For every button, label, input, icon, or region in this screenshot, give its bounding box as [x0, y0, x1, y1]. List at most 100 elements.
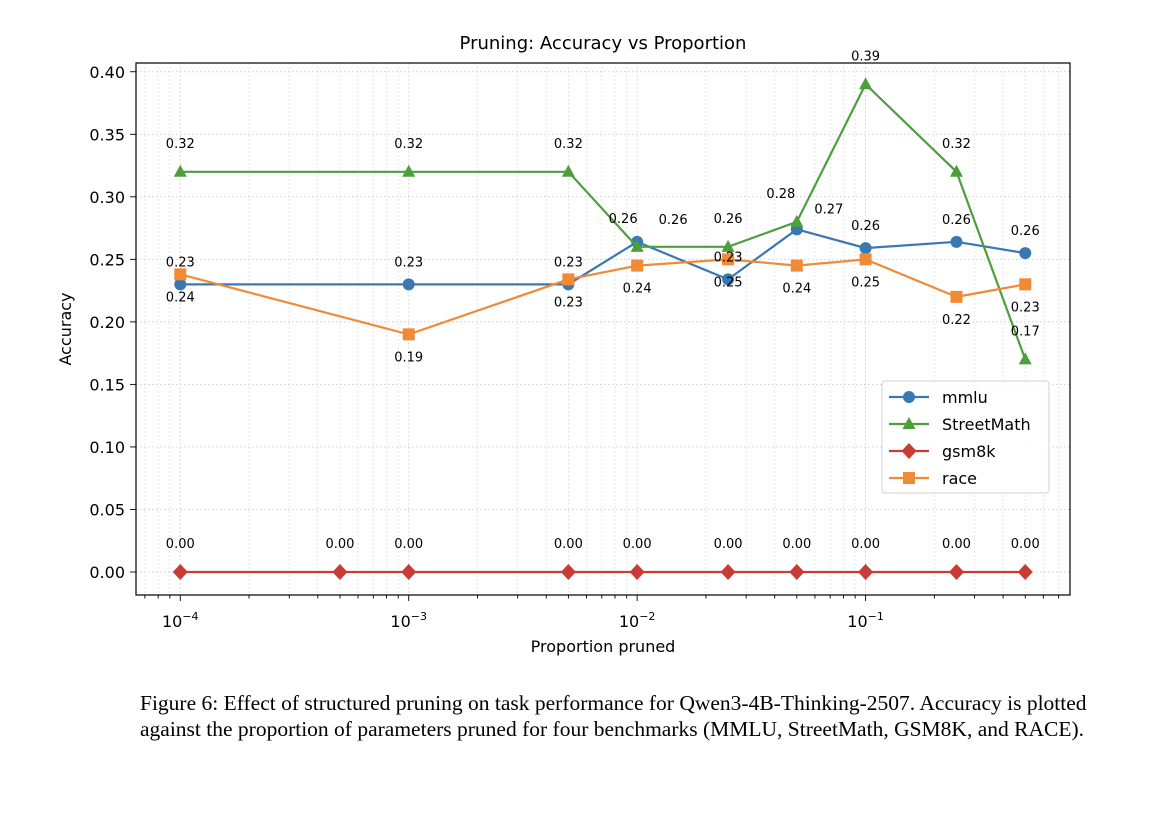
plot-frame: [135, 62, 1071, 596]
point-gsm8k: [401, 563, 417, 580]
legend-marker-streetmath: [902, 417, 916, 429]
point-streetmath: [173, 164, 187, 177]
legend: mmlu StreetMath gsm8k race: [881, 380, 1050, 494]
data-label-mmlu: 0.26: [942, 213, 971, 228]
legend-label-mmlu: mmlu: [942, 388, 988, 407]
point-streetmath: [630, 239, 644, 252]
point-mmlu: [859, 242, 872, 255]
legend-item-gsm8k: gsm8k: [889, 442, 996, 461]
axes: 0.00 0.05 0.10 0.15 0.20 0.25 0.30 0.35 0.40 10−4…: [89, 63, 1060, 631]
y-tick-label: 0.35: [89, 125, 125, 144]
data-label-race: 0.22: [942, 313, 971, 328]
data-label-streetmath: 0.26: [609, 212, 638, 227]
point-streetmath: [561, 164, 575, 177]
point-race: [950, 290, 963, 303]
x-tick-label: 10−2: [619, 610, 656, 631]
point-gsm8k: [172, 563, 188, 580]
data-label-gsm8k: 0.00: [782, 537, 811, 552]
x-axis-label: Proportion pruned: [531, 637, 676, 656]
data-label-gsm8k: 0.00: [325, 537, 354, 552]
data-label-streetmath: 0.26: [714, 212, 743, 227]
series-streetmath: [173, 77, 1032, 365]
data-label-race: 0.23: [554, 295, 583, 310]
series-gsm8k: [172, 563, 1033, 580]
data-label-mmlu: 0.23: [714, 250, 743, 265]
legend-item-mmlu: mmlu: [889, 388, 988, 407]
y-tick-label: 0.10: [89, 438, 125, 457]
point-streetmath: [790, 214, 804, 227]
data-label-gsm8k: 0.00: [166, 537, 195, 552]
y-tick-label: 0.00: [89, 563, 125, 582]
series-group: [172, 77, 1033, 580]
data-label-race: 0.19: [394, 350, 423, 365]
data-label-race: 0.25: [851, 275, 880, 290]
point-gsm8k: [332, 563, 348, 580]
point-race: [790, 259, 803, 272]
y-tick-label: 0.15: [89, 375, 125, 394]
data-label-streetmath: 0.28: [766, 187, 795, 202]
chart-title: Pruning: Accuracy vs Proportion: [460, 33, 747, 54]
data-label-race: 0.23: [1011, 300, 1040, 315]
point-mmlu: [1019, 247, 1032, 260]
x-tick-label: 10−4: [162, 610, 199, 631]
y-tick-label: 0.05: [89, 500, 125, 519]
data-label-mmlu: 0.23: [394, 255, 423, 270]
series-mmlu: [174, 223, 1032, 291]
x-tick-label: 10−1: [847, 610, 884, 631]
point-streetmath: [1018, 352, 1032, 365]
point-race: [562, 273, 575, 286]
data-label-streetmath: 0.32: [554, 137, 583, 152]
point-mmlu: [722, 273, 735, 286]
legend-label-race: race: [942, 469, 977, 488]
point-mmlu: [950, 235, 963, 248]
data-label-gsm8k: 0.00: [851, 537, 880, 552]
point-race: [174, 268, 187, 281]
legend-label-streetmath: StreetMath: [942, 415, 1031, 434]
data-label-mmlu: 0.26: [659, 213, 688, 228]
line-race: [179, 258, 1026, 336]
line-streetmath: [180, 82, 1027, 360]
data-label-gsm8k: 0.00: [394, 537, 423, 552]
point-race: [402, 328, 415, 341]
point-mmlu: [402, 278, 415, 291]
data-label-streetmath: 0.39: [851, 49, 880, 64]
y-tick-label: 0.30: [89, 188, 125, 207]
point-streetmath: [402, 164, 416, 177]
y-axis-label: Accuracy: [56, 292, 75, 365]
data-label-mmlu: 0.23: [166, 255, 195, 270]
series-race: [174, 253, 1032, 341]
legend-label-gsm8k: gsm8k: [942, 442, 996, 461]
point-mmlu: [174, 278, 187, 291]
legend-marker-race: [903, 472, 915, 484]
data-label-streetmath: 0.32: [394, 137, 423, 152]
legend-item-streetmath: StreetMath: [889, 415, 1031, 434]
line-mmlu: [180, 228, 1026, 286]
point-gsm8k: [629, 563, 645, 580]
data-label-gsm8k: 0.00: [554, 537, 583, 552]
data-label-race: 0.25: [714, 275, 743, 290]
data-label-mmlu: 0.27: [814, 202, 843, 217]
data-label-gsm8k: 0.00: [623, 537, 652, 552]
point-gsm8k: [560, 563, 576, 580]
point-streetmath: [859, 77, 873, 90]
legend-item-race: race: [889, 469, 977, 488]
grid: [136, 63, 1070, 595]
data-label-mmlu: 0.26: [851, 219, 880, 234]
point-race: [1019, 278, 1032, 291]
data-label-gsm8k: 0.00: [714, 537, 743, 552]
legend-marker-gsm8k: [901, 443, 917, 459]
y-tick-label: 0.20: [89, 313, 125, 332]
data-label-mmlu: 0.26: [1011, 224, 1040, 239]
point-gsm8k: [789, 563, 805, 580]
data-labels: 0.23 0.23 0.23 0.26 0.23 0.27 0.26 0.26 0.26 0.32…: [166, 49, 1040, 552]
point-streetmath: [949, 164, 963, 177]
data-label-race: 0.24: [782, 282, 811, 297]
legend-marker-mmlu: [903, 391, 915, 403]
data-label-streetmath: 0.17: [1011, 324, 1040, 339]
point-race: [859, 253, 872, 266]
data-label-mmlu: 0.23: [554, 255, 583, 270]
point-gsm8k: [858, 563, 874, 580]
data-label-gsm8k: 0.00: [942, 537, 971, 552]
point-gsm8k: [948, 563, 964, 580]
point-race: [722, 253, 735, 266]
